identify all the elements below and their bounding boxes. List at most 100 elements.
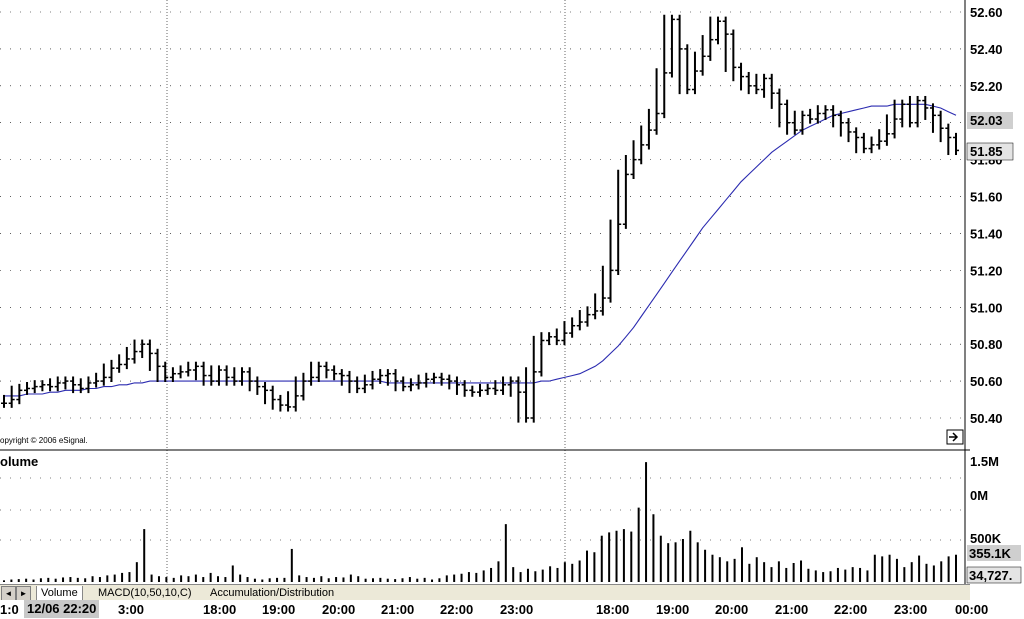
price-bar xyxy=(31,380,38,394)
price-bar xyxy=(500,376,507,395)
price-bar xyxy=(246,367,253,392)
price-bar xyxy=(346,370,353,394)
volume-panel-title: olume xyxy=(0,454,38,469)
price-bar xyxy=(891,99,898,139)
price-bar xyxy=(684,44,691,95)
price-bar xyxy=(914,95,921,128)
price-bar xyxy=(638,125,645,165)
price-bar xyxy=(277,394,284,412)
price-tick-label: 50.60 xyxy=(970,374,1003,389)
tab-accumulation-distribution[interactable]: Accumulation/Distribution xyxy=(210,587,335,599)
price-bar xyxy=(538,332,545,377)
price-bar xyxy=(676,14,683,95)
price-bar xyxy=(584,306,591,327)
tab-volume[interactable]: Volume xyxy=(36,586,83,601)
price-bar xyxy=(308,361,315,386)
price-bar xyxy=(1,394,7,408)
current-price-label: 51.85 xyxy=(970,144,1003,159)
price-bar xyxy=(354,376,361,394)
price-bar xyxy=(883,114,890,146)
price-bar xyxy=(47,378,54,392)
price-bar xyxy=(154,348,161,383)
price-bar xyxy=(8,385,15,408)
volume-last-label: 355.1K xyxy=(969,546,1012,561)
price-bar xyxy=(515,376,522,423)
price-bar xyxy=(192,361,199,381)
price-bar xyxy=(70,376,77,394)
time-label: 23:00 xyxy=(894,602,928,617)
price-bar xyxy=(185,361,192,377)
price-bar xyxy=(822,105,829,120)
price-bar xyxy=(492,380,499,395)
price-bar xyxy=(146,339,153,371)
price-bar xyxy=(699,35,706,76)
price-bar xyxy=(315,361,322,383)
price-bar xyxy=(507,376,514,397)
price-bar xyxy=(269,385,276,410)
price-bar xyxy=(745,71,752,95)
price-bar xyxy=(830,105,837,128)
price-bar xyxy=(384,369,391,386)
price-bar xyxy=(906,95,913,128)
volume-tick-label: 0M xyxy=(970,488,988,503)
price-bar xyxy=(945,123,952,156)
tab-scroll-right-button[interactable]: ► xyxy=(16,586,31,601)
time-label: 3:00 xyxy=(118,602,145,617)
copyright-text: opyright © 2006 eSignal. xyxy=(0,436,88,445)
price-tick-label: 51.00 xyxy=(970,300,1003,315)
price-bar xyxy=(361,374,368,394)
price-bar xyxy=(929,103,936,133)
volume-tick-label: 500K xyxy=(970,531,1002,546)
price-bar xyxy=(285,391,292,412)
tab-scroll-left-button[interactable]: ◄ xyxy=(1,586,16,601)
price-bar xyxy=(123,346,130,370)
price-bar xyxy=(461,380,468,397)
price-bar xyxy=(860,132,867,154)
last-price-label: 52.03 xyxy=(970,113,1003,128)
price-bar xyxy=(645,108,652,150)
time-label: 23:00 xyxy=(500,602,534,617)
price-bar xyxy=(223,365,230,386)
time-label: 20:00 xyxy=(322,602,356,617)
price-bar xyxy=(415,374,422,390)
price-bar xyxy=(738,62,745,91)
tab-macd[interactable]: MACD(10,50,10,C) xyxy=(98,587,192,599)
price-bar xyxy=(208,365,215,386)
price-bar xyxy=(853,127,860,154)
price-bar xyxy=(200,361,207,386)
volume-last-box xyxy=(967,545,1021,561)
price-tick-label: 52.60 xyxy=(970,5,1003,20)
moving-average-line xyxy=(4,103,957,397)
volume-tick-labels: 1.5M 0M 500K xyxy=(970,454,1002,546)
scroll-arrow-icon[interactable] xyxy=(946,429,964,445)
price-bar xyxy=(292,376,299,412)
price-bar xyxy=(715,16,721,45)
price-bar xyxy=(62,376,69,390)
price-bar xyxy=(108,359,115,383)
price-bar xyxy=(453,376,460,395)
price-bar xyxy=(77,378,84,394)
indicator-tab-bar: ◄ ► Volume MACD(10,50,10,C) Accumulation… xyxy=(0,584,970,601)
price-bar xyxy=(953,132,959,156)
volume-tick-label: 1.5M xyxy=(970,454,999,469)
price-bar xyxy=(231,367,238,386)
price-bar xyxy=(85,376,92,394)
time-label: 19:00 xyxy=(656,602,690,617)
price-bar xyxy=(162,361,169,383)
price-bar xyxy=(24,382,31,395)
price-bar xyxy=(599,265,606,316)
price-bar xyxy=(776,88,783,128)
time-label: 19:00 xyxy=(262,602,296,617)
price-bar xyxy=(54,376,61,392)
time-axis-left-fragment: 1:0 xyxy=(0,602,19,617)
price-bar xyxy=(300,372,307,401)
price-grid xyxy=(0,0,963,584)
price-bar xyxy=(937,110,944,143)
price-bar xyxy=(837,110,844,137)
price-bar xyxy=(622,155,629,229)
price-bar xyxy=(569,317,576,338)
price-bar xyxy=(630,140,637,180)
price-bar xyxy=(730,29,737,82)
price-bar xyxy=(477,383,483,397)
